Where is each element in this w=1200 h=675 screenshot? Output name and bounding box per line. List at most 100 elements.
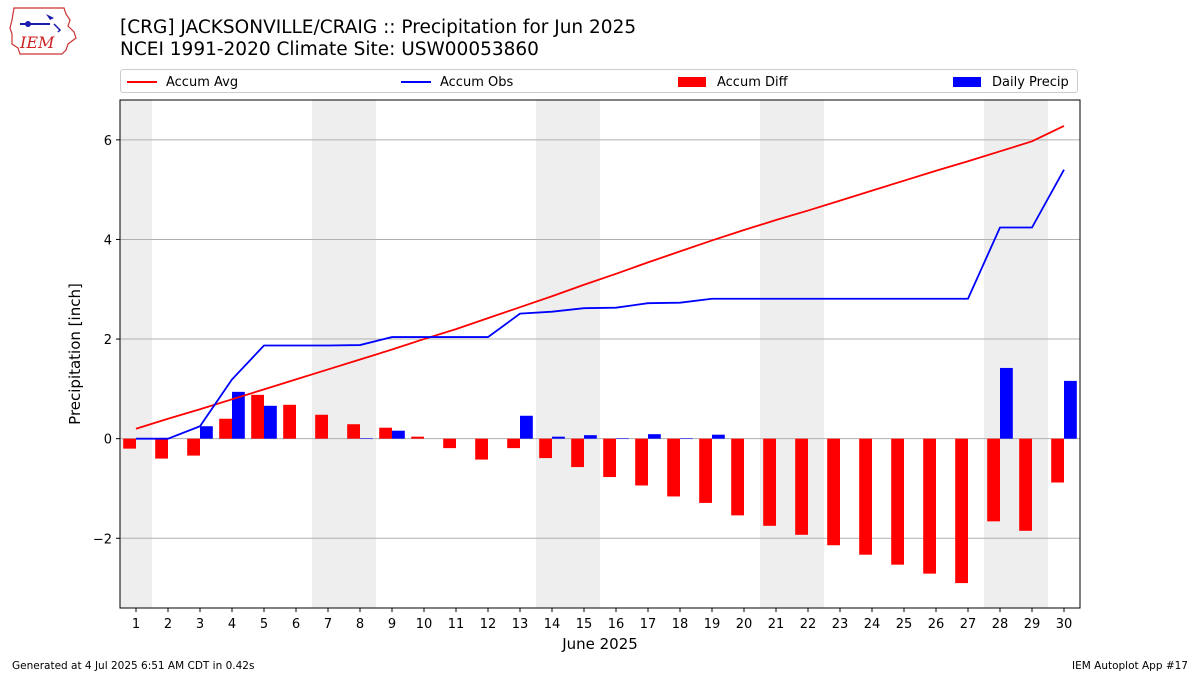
x-tick-label: 16: [608, 617, 625, 632]
legend-label-daily-precip: Daily Precip: [992, 74, 1069, 90]
x-tick-label: 28: [992, 617, 1009, 632]
accum-diff-bar: [923, 438, 936, 574]
legend-item-accum-obs: Accum Obs: [401, 73, 513, 91]
accum-diff-bar: [251, 394, 264, 439]
accum-diff-bar: [315, 414, 328, 439]
daily-precip-bar: [392, 430, 405, 439]
x-tick-label: 3: [196, 617, 204, 632]
y-tick-label: −2: [93, 532, 112, 547]
legend-swatch-daily-precip: [953, 77, 981, 87]
accum-diff-bar: [283, 404, 296, 439]
accum-obs-line: [136, 169, 1065, 440]
accum-diff-bar: [155, 438, 168, 459]
weekend-shade-day-15: [568, 100, 600, 608]
accum-diff-bar: [123, 438, 136, 449]
x-tick-label: 12: [480, 617, 497, 632]
accum-diff-bar: [859, 438, 872, 555]
accum-diff-bar: [827, 438, 840, 546]
y-tick-label: 6: [104, 134, 112, 149]
accum-diff-bar: [539, 438, 552, 459]
bars: [123, 367, 1077, 584]
accum-diff-bar: [443, 438, 456, 449]
accum-diff-bar: [507, 438, 520, 449]
x-tick-label: 4: [228, 617, 236, 632]
weekend-shade-day-14: [536, 100, 568, 608]
legend-swatch-accum-avg: [127, 81, 157, 83]
x-tick-label: 6: [292, 617, 300, 632]
daily-precip-bar: [616, 438, 629, 439]
accum-diff-bar: [219, 418, 232, 439]
x-tick-label: 25: [896, 617, 913, 632]
x-tick-label: 15: [576, 617, 593, 632]
weekend-shading: [120, 100, 1048, 608]
weekend-shade-day-21: [760, 100, 792, 608]
accum-diff-bar: [763, 438, 776, 526]
legend-swatch-accum-diff: [678, 77, 706, 87]
legend-item-daily-precip: Daily Precip: [953, 73, 1069, 91]
x-tick-label: 20: [736, 617, 753, 632]
x-tick-label: 19: [704, 617, 721, 632]
x-tick-label: 22: [800, 617, 817, 632]
accum-diff-bar: [603, 438, 616, 478]
daily-precip-bar: [520, 415, 533, 439]
accum-diff-bar: [411, 436, 424, 439]
x-tick-label: 21: [768, 617, 785, 632]
y-tick-label: 2: [104, 333, 112, 348]
accum-diff-bar: [475, 438, 488, 460]
daily-precip-bar: [360, 438, 373, 439]
x-tick-label: 30: [1056, 617, 1073, 632]
x-tick-label: 29: [1024, 617, 1041, 632]
accum-diff-bar: [571, 438, 584, 468]
weekend-shade-day-1: [120, 100, 152, 608]
x-tick-label: 8: [356, 617, 364, 632]
accum-diff-bar: [187, 438, 200, 456]
x-tick-label: 23: [832, 617, 849, 632]
daily-precip-bar: [584, 435, 597, 439]
daily-precip-bar: [712, 434, 725, 439]
y-axis-label: Precipitation [inch]: [66, 283, 84, 425]
legend-label-accum-diff: Accum Diff: [717, 74, 788, 90]
x-tick-label: 9: [388, 617, 396, 632]
footer-app: IEM Autoplot App #17: [1072, 660, 1188, 672]
daily-precip-bar: [200, 426, 213, 439]
weekend-shade-day-28: [984, 100, 1016, 608]
grid-lines: [120, 139, 1080, 539]
accum-diff-bar: [731, 438, 744, 516]
x-tick-label: 5: [260, 617, 268, 632]
x-tick-label: 2: [164, 617, 172, 632]
iem-logo-text: IEM: [19, 33, 55, 52]
x-tick-label: 1: [132, 617, 140, 632]
x-tick-label: 18: [672, 617, 689, 632]
footer-generated: Generated at 4 Jul 2025 6:51 AM CDT in 0…: [12, 660, 255, 672]
series-lines: [135, 125, 1065, 440]
accum-diff-bar: [1051, 438, 1064, 483]
daily-precip-bar: [232, 391, 245, 439]
chart-legend: Accum Avg Accum Obs Accum Diff Daily Pre…: [120, 69, 1078, 93]
x-tick-label: 11: [448, 617, 465, 632]
accum-diff-bar: [699, 438, 712, 503]
x-tick-label: 7: [324, 617, 332, 632]
daily-precip-bar: [680, 438, 693, 439]
x-axis-label: June 2025: [561, 635, 638, 653]
legend-label-accum-obs: Accum Obs: [440, 74, 514, 90]
accum-diff-bar: [635, 438, 648, 486]
x-tick-label: 13: [512, 617, 529, 632]
accum-diff-bar: [795, 438, 808, 535]
daily-precip-bar: [552, 436, 565, 439]
y-tick-label: 4: [104, 233, 112, 248]
x-tick-label: 17: [640, 617, 657, 632]
x-tick-label: 27: [960, 617, 977, 632]
legend-swatch-accum-obs: [401, 81, 431, 83]
legend-item-accum-avg: Accum Avg: [127, 73, 238, 91]
accum-diff-bar: [347, 424, 360, 439]
y-tick-label: 0: [104, 433, 112, 448]
chart-subtitle: NCEI 1991-2020 Climate Site: USW00053860: [120, 39, 539, 60]
chart-title: [CRG] JACKSONVILLE/CRAIG :: Precipitatio…: [120, 17, 637, 38]
weekend-shade-day-29: [1016, 100, 1048, 608]
legend-item-accum-diff: Accum Diff: [678, 73, 788, 91]
daily-precip-bar: [648, 434, 661, 439]
plot-frame: [119, 99, 1081, 609]
weekend-shade-day-7: [312, 100, 344, 608]
weekend-shade-day-8: [344, 100, 376, 608]
